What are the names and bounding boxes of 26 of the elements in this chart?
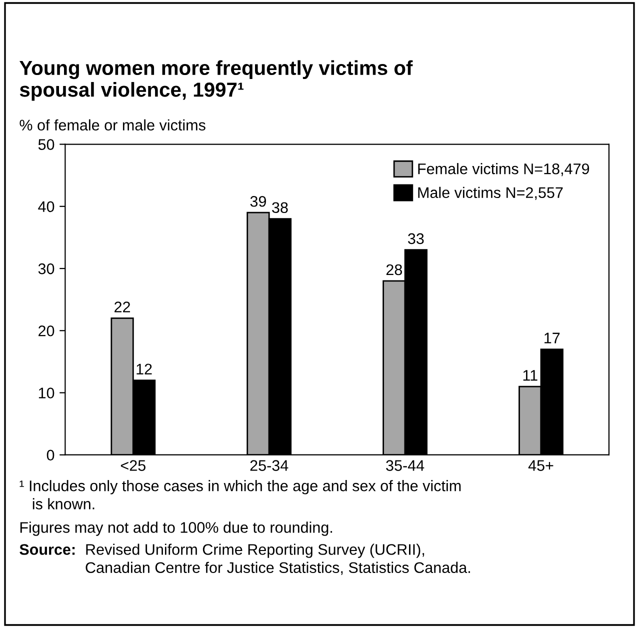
text: Figures may not add to 100% due to rounding. (20, 522, 332, 536)
x-tick-label: 45+ (528, 460, 554, 471)
source-note: Source: (20, 544, 75, 555)
data-label: 33 (408, 233, 424, 244)
x-tick-label: 35-44 (386, 460, 424, 471)
data-label: 38 (272, 202, 288, 214)
y-axis-title: % of female or male victims (20, 119, 206, 131)
text: ¹ Includes only those cases in which the age and sex of the victim is known. (20, 480, 461, 510)
data-label: 22 (114, 302, 130, 312)
data-label: 17 (544, 332, 560, 344)
y-tick-label: 30 (38, 263, 54, 274)
x-tick-label: <25 (120, 460, 146, 471)
data-label: 11 (523, 370, 538, 381)
legend-label: Female victims N=18,479 (418, 163, 590, 176)
chart-title: Young women more frequently victims of spousal violence, 1997¹ (20, 60, 413, 101)
y-tick-label: 40 (38, 201, 54, 212)
x-tick-label: 25-34 (250, 460, 288, 471)
data-label: 39 (250, 196, 266, 207)
y-tick-label: 50 (38, 139, 54, 150)
y-tick-label: 20 (38, 325, 54, 336)
y-tick-label: 10 (38, 388, 54, 398)
data-label: 28 (386, 264, 402, 276)
y-tick-label: 0 (46, 450, 54, 461)
legend-label: Male victims N=2,557 (418, 186, 563, 200)
data-label: 12 (136, 364, 152, 374)
text: Revised Uniform Crime Reporting Survey (UCRII), Canadian Centre for Justice Statistics, Statistics Canada. (86, 544, 470, 575)
